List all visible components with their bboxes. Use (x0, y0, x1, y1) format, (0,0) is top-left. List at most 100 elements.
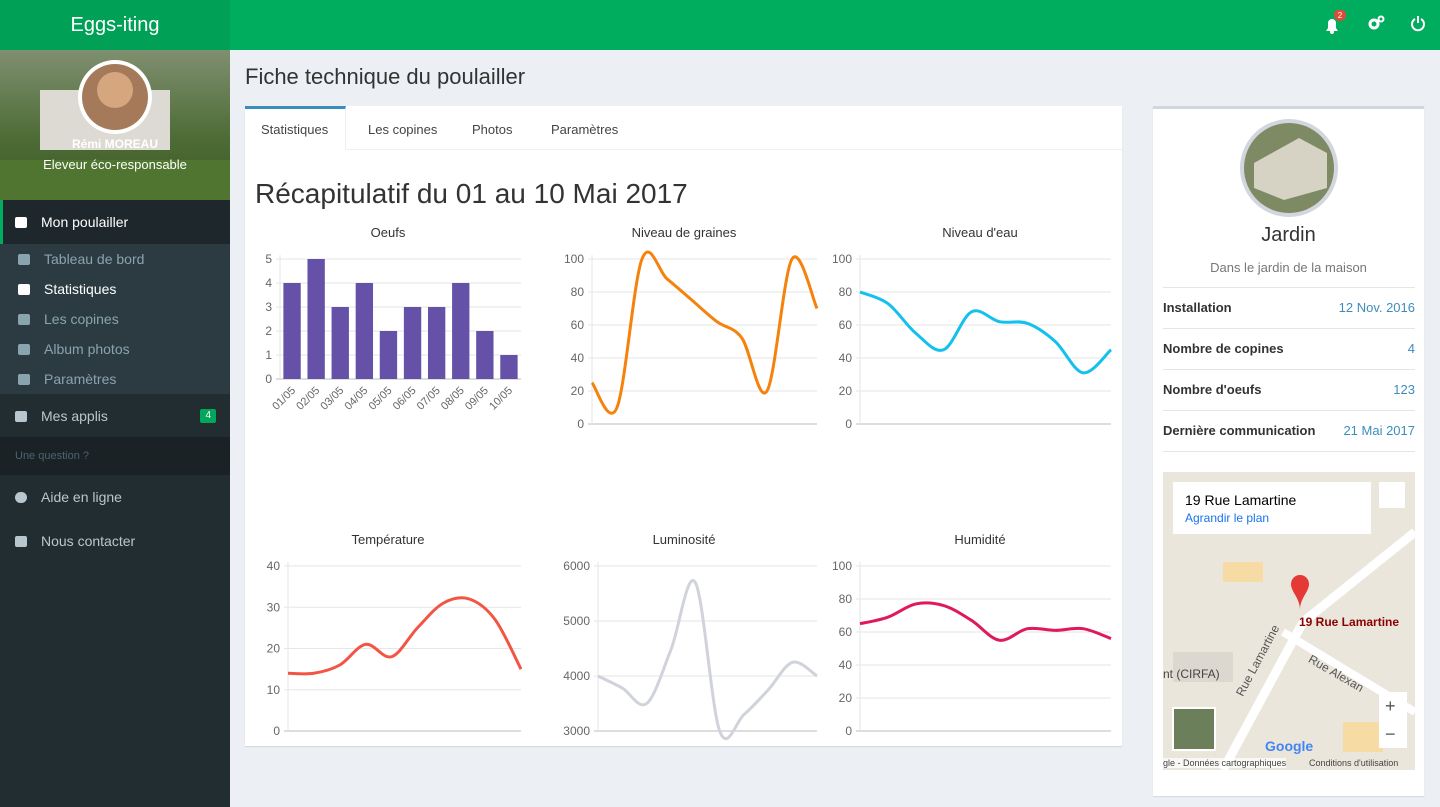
place-name: 19 Rue Lamartine (1185, 492, 1297, 508)
submenu-item[interactable]: Paramètres (18, 369, 117, 389)
x-tick-label: 03/05 (318, 385, 346, 413)
bell-icon[interactable] (1326, 19, 1338, 31)
avatar-face (97, 72, 133, 108)
line (859, 601, 1112, 642)
icon (18, 374, 30, 385)
tab[interactable]: Statistiques (261, 122, 329, 137)
line (597, 579, 818, 741)
submenu-label: Les copines (44, 311, 119, 327)
y-tick-label: 80 (571, 285, 585, 299)
chart-title: Niveau d'eau (942, 225, 1017, 240)
submenu-label: Album photos (44, 341, 130, 357)
submenu-bg (0, 244, 230, 394)
menu-item[interactable]: Nous contacter (15, 531, 271, 551)
charts: Oeufs 0 1 2 3 4 5 01/0502/0503/0504/0505/0506/0… (265, 225, 1113, 741)
bar (355, 283, 374, 379)
x-tick-label: 06/05 (391, 385, 419, 413)
y-tick-label: 100 (564, 252, 584, 266)
map-terms[interactable]: Conditions d'utilisation (1309, 758, 1399, 768)
y-tick-label: 0 (273, 724, 280, 738)
chart-title: Luminosité (653, 532, 716, 547)
detail-row: Nombre d'oeufs 123 (1163, 380, 1415, 400)
coop-photo (1240, 119, 1338, 217)
detail-label: Installation (1163, 300, 1232, 315)
y-tick-label: 100 (832, 559, 852, 573)
y-tick-label: 4000 (563, 669, 590, 683)
profile-thumb[interactable] (1379, 482, 1405, 508)
y-tick-label: 40 (839, 658, 853, 672)
block (1173, 652, 1233, 682)
bar (379, 331, 398, 379)
y-tick-label: 30 (267, 600, 281, 614)
divider (1163, 369, 1415, 370)
brand[interactable]: Eggs-iting (0, 0, 230, 50)
menu-active-bg (0, 200, 230, 244)
tab-border (346, 149, 1122, 150)
map[interactable]: 19 Rue Lamartine Agrandir le plan 19 Rue… (1163, 472, 1415, 770)
y-tick-label: 0 (265, 372, 272, 386)
tab[interactable]: Paramètres (551, 122, 619, 137)
street-label: nt (CIRFA) (1163, 667, 1220, 681)
x-tick-label: 04/05 (343, 385, 371, 413)
chart-title: Humidité (954, 532, 1005, 547)
x-tick-label: 02/05 (294, 385, 322, 413)
x-tick-label: 07/05 (415, 385, 443, 413)
y-tick-label: 0 (845, 724, 852, 738)
map-attribution: gle - Données cartographiques (1163, 758, 1287, 768)
y-tick-label: 3 (265, 300, 272, 314)
user-name: Rémi MOREAU (71, 137, 158, 151)
x-tick-label: 10/05 (487, 385, 515, 413)
submenu-label: Paramètres (44, 371, 117, 387)
detail-label: Dernière communication (1163, 423, 1316, 438)
coop-shape (1254, 138, 1327, 200)
power-icon[interactable] (1411, 18, 1425, 32)
submenu-item[interactable]: Les copines (18, 309, 119, 329)
y-tick-label: 20 (267, 642, 281, 656)
detail-value: 123 (1393, 382, 1415, 397)
satellite-thumb[interactable] (1172, 707, 1216, 751)
zoom-control[interactable] (1379, 692, 1407, 748)
submenu-item[interactable]: Album photos (18, 339, 130, 359)
detail-row: Installation 12 Nov. 2016 (1163, 298, 1415, 318)
y-tick-label: 5000 (563, 614, 590, 628)
zoom-out[interactable]: − (1385, 724, 1396, 744)
block (1223, 562, 1263, 582)
y-tick-label: 5 (265, 252, 272, 266)
chart-title: Température (352, 532, 425, 547)
map-marker[interactable] (1291, 575, 1309, 610)
place-link[interactable]: Agrandir le plan (1185, 511, 1270, 525)
submenu-item[interactable]: Tableau de bord (18, 249, 145, 269)
submenu-item[interactable]: Statistiques (18, 279, 117, 299)
y-tick-label: 40 (267, 559, 281, 573)
y-tick-label: 0 (577, 417, 584, 431)
settings-icon[interactable] (1368, 18, 1380, 30)
bar (427, 307, 446, 379)
zoom-in[interactable]: + (1385, 696, 1396, 716)
bar (500, 355, 518, 379)
tab[interactable]: Les copines (368, 122, 438, 137)
y-tick-label: 20 (839, 384, 853, 398)
y-tick-label: 20 (839, 691, 853, 705)
y-tick-label: 10 (267, 683, 281, 697)
submenu-label: Statistiques (44, 281, 117, 297)
header-icons: 2 (1326, 10, 1425, 34)
detail-label: Nombre d'oeufs (1163, 382, 1262, 397)
chart-title: Oeufs (371, 225, 406, 240)
tab[interactable]: Photos (472, 122, 513, 137)
x-tick-label: 09/05 (463, 385, 491, 413)
y-tick-label: 80 (839, 285, 853, 299)
notification-count: 2 (1338, 11, 1343, 20)
y-tick-label: 0 (845, 417, 852, 431)
y-tick-label: 20 (571, 384, 585, 398)
bar (283, 283, 301, 379)
x-tick-label: 08/05 (439, 385, 467, 413)
submenu-label: Tableau de bord (44, 251, 145, 267)
menu-item[interactable]: Mes applis 4 (15, 406, 216, 426)
x-tick-label: 05/05 (367, 385, 395, 413)
y-tick-label: 6000 (563, 559, 590, 573)
menu-item[interactable]: Aide en ligne (15, 487, 271, 507)
apps-badge: 4 (200, 409, 216, 423)
menu-item[interactable]: Mon poulailler (15, 212, 271, 232)
detail-label: Nombre de copines (1163, 341, 1284, 356)
chart-title: Niveau de graines (632, 225, 737, 240)
